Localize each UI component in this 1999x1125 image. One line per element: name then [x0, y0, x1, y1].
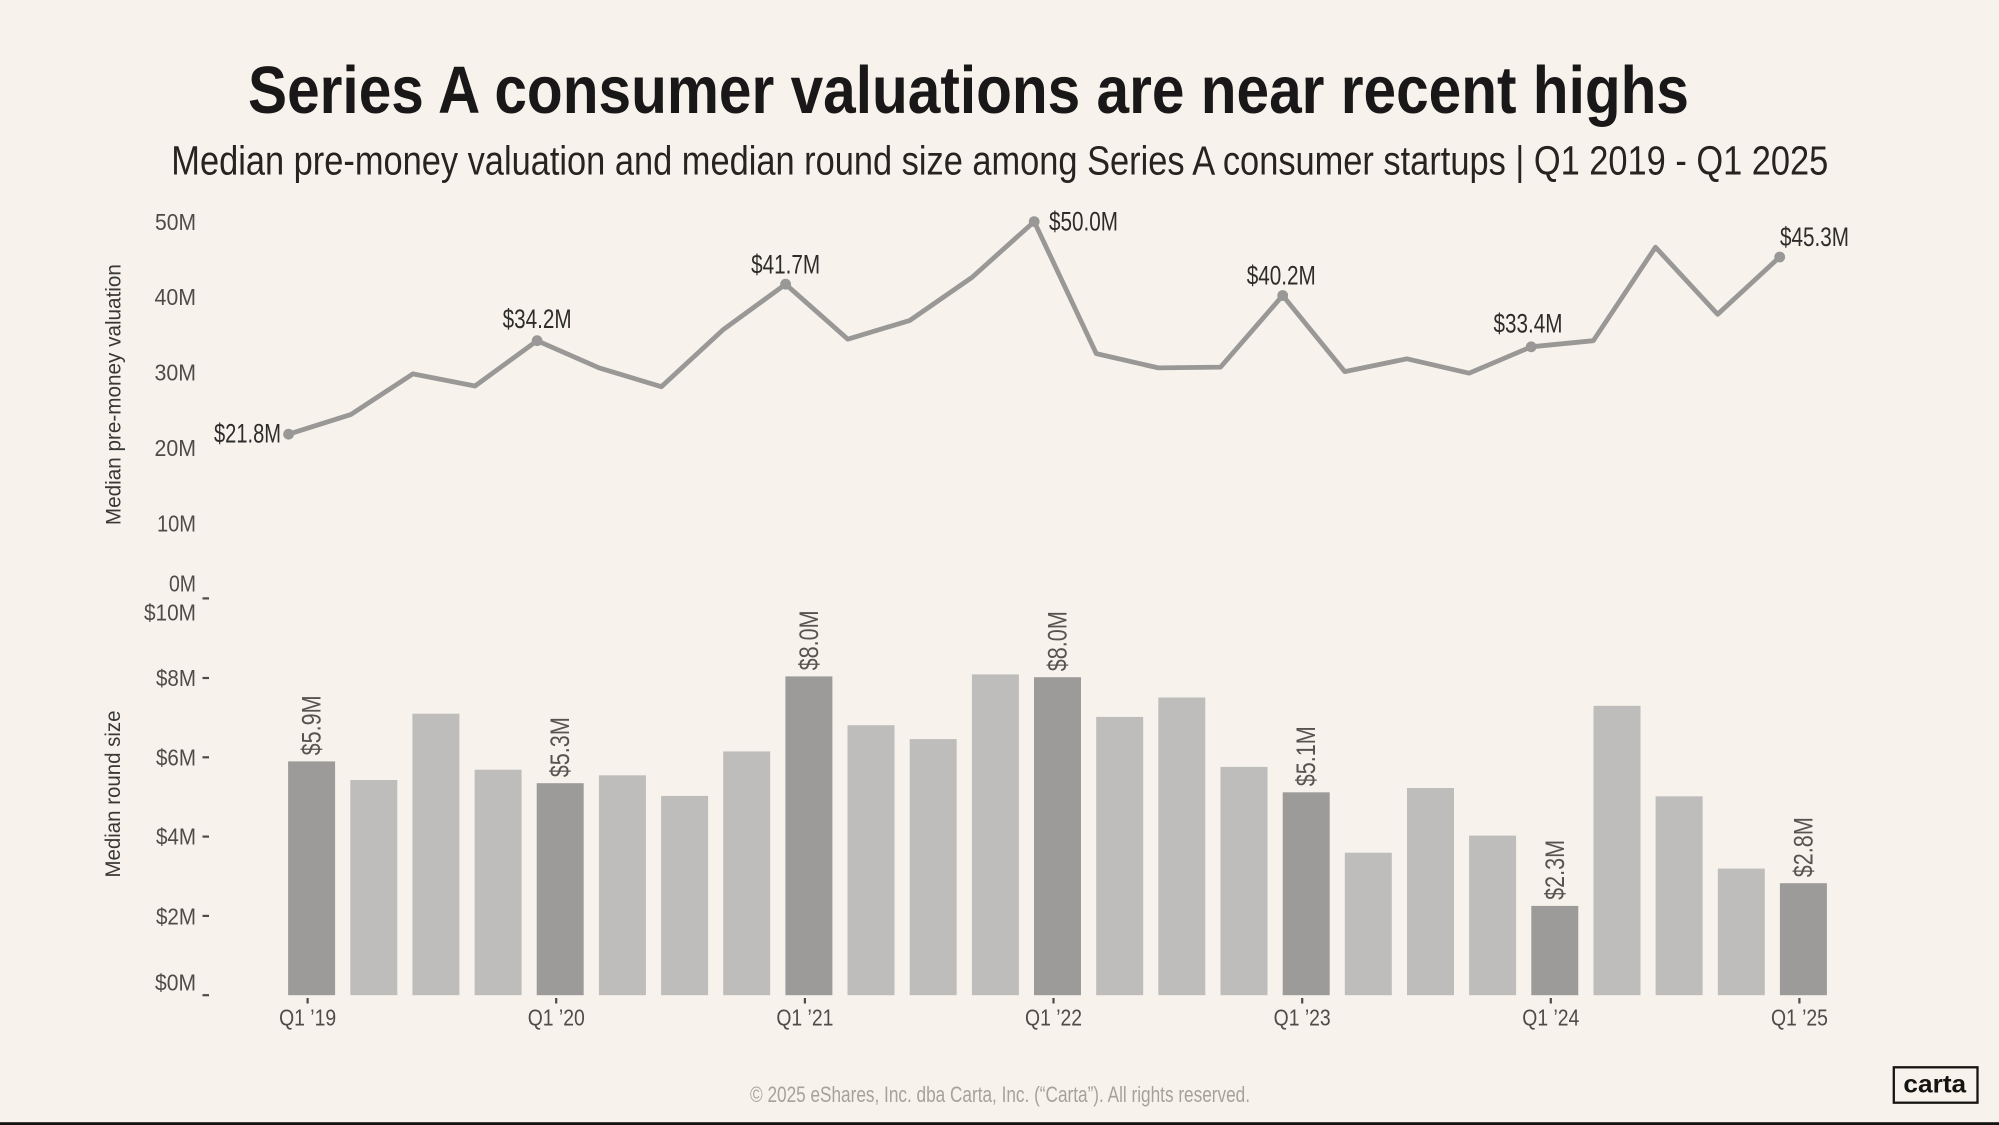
svg-text:30M: 30M	[155, 360, 197, 386]
svg-text:Q1 ’19: Q1 ’19	[279, 1005, 336, 1031]
svg-text:$21.8M: $21.8M	[214, 418, 281, 448]
svg-text:$0M: $0M	[155, 970, 196, 996]
svg-text:Median pre-money valuation: Median pre-money valuation	[102, 264, 126, 525]
svg-text:10M: 10M	[157, 510, 196, 536]
svg-text:Median pre-money valuation and: Median pre-money valuation and median ro…	[171, 138, 1828, 184]
svg-text:Q1 ’21: Q1 ’21	[776, 1005, 833, 1031]
svg-text:$10M: $10M	[144, 600, 196, 626]
svg-text:Q1 ’23: Q1 ’23	[1274, 1005, 1331, 1031]
svg-text:Q1 ’25: Q1 ’25	[1771, 1005, 1828, 1031]
svg-text:$8M: $8M	[156, 665, 196, 691]
svg-text:carta: carta	[1903, 1071, 1967, 1099]
svg-text:Q1 ’24: Q1 ’24	[1522, 1005, 1579, 1031]
svg-text:© 2025 eShares, Inc. dba Carta: © 2025 eShares, Inc. dba Carta, Inc. (“C…	[750, 1082, 1250, 1107]
svg-text:20M: 20M	[155, 435, 197, 461]
svg-text:40M: 40M	[155, 284, 197, 310]
svg-text:$34.2M: $34.2M	[503, 304, 572, 334]
svg-text:$2.3M: $2.3M	[1540, 840, 1570, 900]
svg-text:$5.3M: $5.3M	[545, 717, 575, 777]
svg-text:$5.1M: $5.1M	[1291, 726, 1321, 786]
svg-text:$8.0M: $8.0M	[794, 610, 824, 670]
svg-text:$2M: $2M	[156, 903, 196, 929]
svg-text:$50.0M: $50.0M	[1049, 207, 1118, 237]
svg-text:$6M: $6M	[156, 745, 196, 771]
svg-text:0M: 0M	[169, 571, 196, 597]
svg-text:$45.3M: $45.3M	[1780, 222, 1849, 252]
svg-text:$2.8M: $2.8M	[1788, 817, 1818, 877]
svg-text:$5.9M: $5.9M	[297, 695, 327, 755]
svg-text:$41.7M: $41.7M	[751, 249, 820, 279]
svg-text:Series A consumer valuations a: Series A consumer valuations are near re…	[248, 53, 1689, 128]
svg-text:$33.4M: $33.4M	[1494, 308, 1563, 338]
svg-text:$4M: $4M	[156, 824, 196, 850]
svg-text:Q1 ’22: Q1 ’22	[1025, 1005, 1082, 1031]
svg-text:Median round size: Median round size	[101, 711, 125, 878]
svg-text:$40.2M: $40.2M	[1247, 260, 1316, 290]
svg-text:$8.0M: $8.0M	[1043, 611, 1073, 671]
svg-text:50M: 50M	[155, 209, 196, 235]
svg-text:Q1 ’20: Q1 ’20	[528, 1005, 585, 1031]
